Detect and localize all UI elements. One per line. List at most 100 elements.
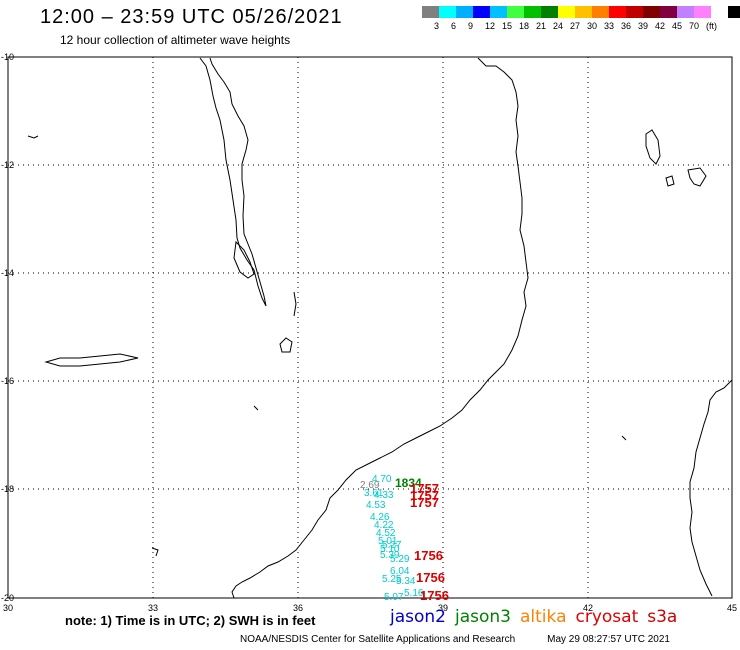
colorbar-label: 24 [553,21,564,31]
colorbar-label: 6 [451,21,457,31]
colorbar-swatch [626,6,643,18]
observation-label: 5.07 [384,592,404,603]
coastal-fragment-1 [293,291,297,317]
observation-label: 5.34 [396,576,416,587]
observation-label: 5.39 [380,550,400,561]
observation-label: 1757 [410,495,439,510]
lake-island-2 [279,337,293,353]
lake-malawi-lower [233,240,255,279]
observation-label: 4.26 [370,512,390,523]
colorbar-label: 9 [468,21,474,31]
footer-timestamp: May 29 08:27:57 UTC 2021 [547,634,670,645]
observation-label: 5.25 [382,574,402,585]
lake-island-1 [44,353,139,367]
units-note: note: 1) Time is in UTC; 2) SWH is in fe… [65,613,316,628]
footer: NOAA/NESDIS Center for Satellite Applica… [240,634,702,645]
colorbar-swatch [558,6,575,18]
observation-label: 4.33 [374,490,394,501]
longitude-tick-label: 42 [583,603,593,613]
map-title: 12:00 – 23:59 UTC 05/26/2021 [40,6,343,28]
observation-label: 1756 [414,548,443,563]
colorbar-swatch [677,6,694,18]
colorbar-label: 21 [536,21,547,31]
colorbar-label: 12 [485,21,496,31]
observation-label: 1834 [395,476,422,490]
colorbar-swatch [473,6,490,18]
colorbar-swatch [524,6,541,18]
observation-label: 2.69 [360,480,380,491]
comoros-island-2 [687,167,707,187]
colorbar-swatch [490,6,507,18]
colorbar-swatch [609,6,626,18]
observation-label: 4.52 [376,528,396,539]
longitude-tick-label: 36 [293,603,303,613]
satellite-legend: jason2 jason3 altika cryosat s3a [390,607,686,627]
satellite-cryosat: cryosat [575,607,639,627]
colorbar-swatch [507,6,524,18]
lake-malawi-outline [199,57,267,307]
colorbar-swatches [422,6,740,18]
satellite-jason2: jason2 [390,607,446,627]
colorbar-swatch [728,6,740,18]
colorbar-swatch [643,6,660,18]
colorbar-swatch [592,6,609,18]
colorbar-labels: 3 6 9 12 15 18 21 24 27 30 33 36 39 42 45 70 (ft) [422,21,740,33]
colorbar-swatch [541,6,558,18]
colorbar-label: 39 [638,21,649,31]
coastal-fragment-3 [253,405,259,411]
wave-observations: 2.69 4.70 1834 1757 1757 1757 3.61 4.33 … [360,474,449,603]
observation-label: 4.22 [374,520,394,531]
colorbar-label: 18 [519,21,530,31]
colorbar-label: 70 [689,21,700,31]
colorbar-label: 36 [621,21,632,31]
map-subtitle: 12 hour collection of altimeter wave hei… [60,33,291,47]
observation-label: 4.70 [372,474,392,485]
colorbar-label: 45 [672,21,683,31]
latitude-tick-label: -18 [1,484,14,494]
latitude-tick-label: -16 [1,376,14,386]
comoros-island-1 [645,129,661,165]
colorbar-label: 30 [587,21,598,31]
longitude-tick-label: 45 [727,603,737,613]
footer-credit: NOAA/NESDIS Center for Satellite Applica… [240,634,516,645]
coastal-fragment-5 [27,135,39,139]
colorbar-swatch [660,6,677,18]
satellite-s3a: s3a [647,607,678,627]
colorbar-label: 33 [604,21,615,31]
observation-label: 5.16 [404,588,424,599]
coastline-mozambique [231,57,529,599]
observation-label: 1757 [410,481,439,496]
latitude-tick-label: -20 [1,593,14,603]
observation-label: 3.61 [364,488,384,499]
observation-label: 5.10 [380,544,400,555]
colorbar-legend: 3 6 9 12 15 18 21 24 27 30 33 36 39 42 45 70 (ft) [422,6,740,33]
longitude-tick-label: 33 [148,603,158,613]
satellite-altika: altika [520,607,567,627]
coastal-fragment-2 [151,547,159,557]
observation-label: 5.29 [390,554,410,565]
observation-label: 6.04 [390,566,410,577]
colorbar-swatch [456,6,473,18]
coastal-fragment-4 [621,435,627,441]
observation-label: 5.27 [382,540,402,551]
latitude-tick-label: -12 [1,160,14,170]
latitude-tick-label: -14 [1,268,14,278]
observation-label: 1756 [420,588,449,603]
colorbar-label: 3 [434,21,440,31]
observation-label: 5.01 [378,536,398,547]
colorbar-swatch [711,6,728,18]
colorbar-label: 27 [570,21,581,31]
map-frame [7,56,733,599]
colorbar-label: (ft) [706,21,717,31]
observation-label: 1757 [410,488,439,503]
coastlines [27,57,733,599]
colorbar-swatch [575,6,592,18]
observation-label: 4.53 [366,500,386,511]
madagascar-coast [689,379,733,597]
observation-label: 1756 [416,570,445,585]
longitude-tick-label: 30 [3,603,13,613]
longitude-tick-label: 39 [438,603,448,613]
colorbar-swatch [439,6,456,18]
comoros-island-3 [665,175,675,187]
